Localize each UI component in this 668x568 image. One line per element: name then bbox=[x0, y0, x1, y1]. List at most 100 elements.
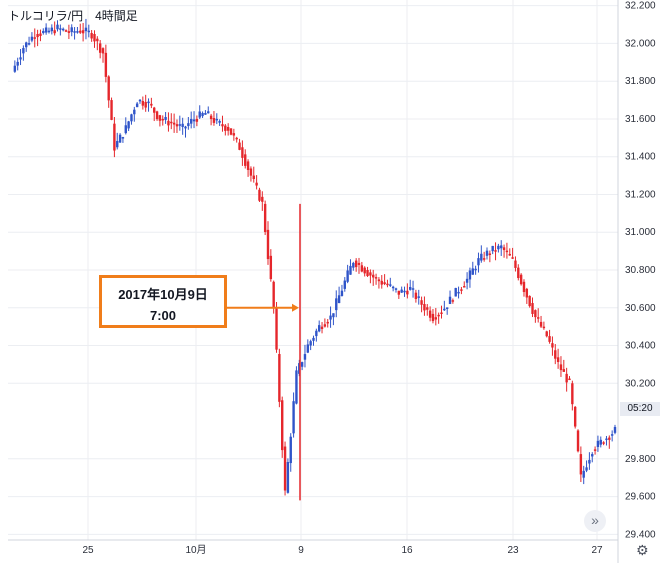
candle-body bbox=[184, 126, 187, 129]
candle-body bbox=[497, 245, 500, 250]
y-tick-label: 30.600 bbox=[625, 303, 656, 314]
candle-body bbox=[189, 118, 193, 124]
candle-body bbox=[411, 288, 415, 290]
candle-body bbox=[127, 121, 130, 129]
candle-body bbox=[437, 314, 440, 317]
candle-body bbox=[608, 437, 611, 440]
candle-body bbox=[224, 125, 227, 131]
candle-body bbox=[141, 101, 145, 106]
candle-body bbox=[335, 298, 338, 311]
candle-body bbox=[403, 290, 406, 293]
candle-body bbox=[76, 31, 79, 33]
chart-title: トルコリラ/円 4時間足 bbox=[8, 9, 138, 23]
candle-body bbox=[201, 113, 204, 117]
candle-body bbox=[380, 280, 383, 285]
candle-body bbox=[207, 111, 210, 114]
y-tick-label: 31.200 bbox=[625, 189, 656, 200]
candle-body bbox=[135, 103, 139, 108]
candle-body bbox=[554, 350, 557, 359]
candle-body bbox=[87, 30, 90, 33]
x-tick-label: 23 bbox=[507, 545, 519, 556]
candle-body bbox=[161, 118, 164, 121]
candle-body bbox=[153, 107, 156, 113]
x-tick-label: 25 bbox=[82, 545, 94, 556]
candle-body bbox=[480, 253, 483, 261]
candle-body bbox=[525, 288, 529, 298]
candle-body bbox=[556, 357, 560, 363]
candle-body bbox=[389, 284, 392, 286]
candle-body bbox=[238, 142, 241, 150]
candle-body bbox=[266, 229, 270, 260]
x-tick-label: 27 bbox=[591, 545, 603, 556]
candle-body bbox=[409, 286, 412, 290]
candle-body bbox=[172, 122, 176, 125]
candle-body bbox=[445, 307, 449, 309]
candle-body bbox=[209, 115, 213, 120]
gear-icon[interactable]: ⚙ bbox=[636, 542, 649, 558]
candle-body bbox=[295, 370, 298, 404]
candle-body bbox=[255, 182, 258, 186]
candle-body bbox=[354, 260, 358, 268]
candle-body bbox=[42, 30, 45, 34]
candle-body bbox=[591, 454, 594, 457]
candle-body bbox=[215, 118, 218, 121]
candle-body bbox=[488, 253, 492, 255]
y-tick-label: 32.000 bbox=[625, 38, 656, 49]
candle-body bbox=[221, 124, 224, 127]
candle-body bbox=[195, 118, 199, 122]
candle-body bbox=[326, 321, 329, 324]
scroll-to-latest-button[interactable]: » bbox=[584, 510, 606, 532]
candle-body bbox=[155, 111, 159, 120]
candle-body bbox=[27, 43, 31, 45]
candle-body bbox=[400, 289, 403, 293]
y-tick-label: 31.600 bbox=[625, 114, 656, 125]
candle-body bbox=[454, 287, 457, 297]
candle-body bbox=[440, 312, 443, 314]
y-tick-label: 31.800 bbox=[625, 76, 656, 87]
candle-body bbox=[343, 280, 346, 289]
candle-body bbox=[443, 308, 446, 311]
candle-body bbox=[468, 270, 472, 280]
callout-time: 7:00 bbox=[149, 308, 177, 323]
candle-body bbox=[346, 270, 349, 282]
candle-body bbox=[571, 383, 574, 405]
candle-body bbox=[329, 315, 332, 320]
candle-body bbox=[246, 161, 250, 170]
candle-body bbox=[482, 258, 486, 260]
candle-body bbox=[423, 303, 426, 311]
candle-body bbox=[460, 289, 463, 291]
candle-body bbox=[568, 378, 571, 381]
y-tick-label: 29.600 bbox=[625, 492, 656, 503]
candle-body bbox=[47, 30, 51, 33]
candle-body bbox=[175, 124, 179, 127]
candle-body bbox=[138, 99, 142, 102]
candle-body bbox=[448, 296, 452, 304]
candle-body bbox=[537, 317, 540, 319]
candle-body bbox=[534, 310, 537, 318]
candle-body bbox=[59, 28, 62, 30]
candle-body bbox=[181, 123, 184, 127]
candle-body bbox=[25, 42, 28, 48]
candle-body bbox=[158, 115, 162, 121]
candle-body bbox=[107, 76, 110, 101]
candle-body bbox=[252, 175, 255, 180]
y-tick-label: 29.800 bbox=[625, 454, 656, 465]
candle-body bbox=[147, 101, 150, 104]
candle-body bbox=[124, 125, 127, 134]
candle-body bbox=[121, 137, 125, 139]
candle-body bbox=[451, 300, 455, 302]
candle-body bbox=[44, 27, 48, 33]
y-tick-label: 31.400 bbox=[625, 152, 656, 163]
candle-body bbox=[283, 446, 287, 491]
candle-body bbox=[514, 260, 517, 268]
candle-body bbox=[178, 124, 182, 126]
candle-body bbox=[317, 325, 321, 332]
candle-body bbox=[360, 265, 364, 272]
candle-body bbox=[374, 277, 378, 279]
candle-body bbox=[559, 364, 563, 371]
candle-body bbox=[588, 459, 591, 464]
candle-body bbox=[198, 111, 201, 118]
candle-body bbox=[232, 133, 236, 136]
